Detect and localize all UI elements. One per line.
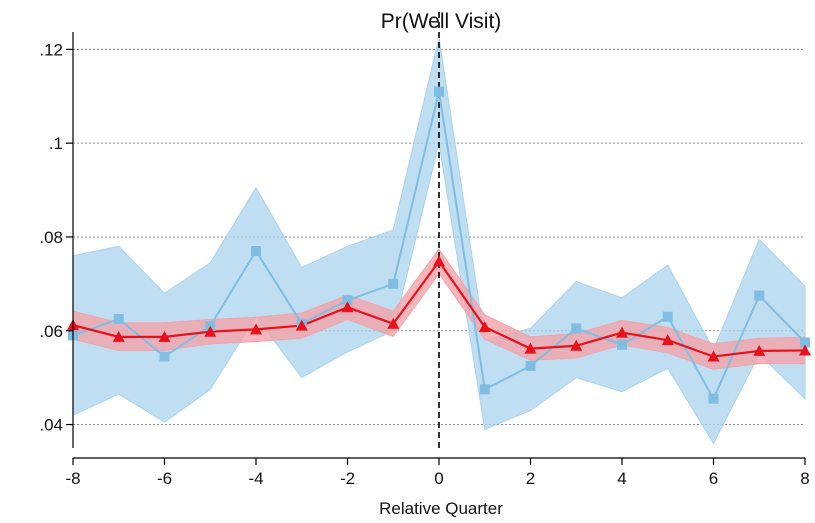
data-point — [342, 295, 353, 306]
data-point — [570, 339, 583, 351]
x-tick-label: 6 — [709, 469, 718, 488]
data-point — [250, 323, 262, 335]
data-point — [753, 344, 766, 356]
axes: .04 .06 .08 .1 .12 -8 -6 -4 -2 0 2 4 6 8 — [39, 32, 810, 488]
data-point — [158, 330, 171, 342]
x-tick-label: 2 — [526, 469, 535, 488]
y-tick-label: .06 — [39, 322, 63, 341]
x-tick-label: 4 — [617, 469, 626, 488]
y-tick-label: .04 — [39, 416, 63, 435]
x-axis-title: Relative Quarter — [379, 499, 503, 518]
data-point — [661, 334, 674, 346]
data-point — [112, 330, 125, 342]
data-point — [616, 326, 628, 338]
x-tick-label: -4 — [248, 469, 263, 488]
data-point — [251, 246, 261, 257]
data-point — [341, 301, 354, 313]
data-point — [388, 278, 399, 289]
data-point — [708, 393, 719, 404]
data-point — [159, 351, 170, 362]
series-markers — [67, 86, 811, 404]
data-point — [478, 321, 491, 333]
y-tick-label: .08 — [39, 228, 63, 247]
confidence-band — [72, 248, 806, 370]
data-point — [524, 342, 537, 354]
y-tick-label: .12 — [39, 40, 63, 59]
data-point — [204, 325, 217, 337]
data-point — [662, 311, 673, 322]
x-tick-label: -2 — [340, 469, 355, 488]
data-point — [433, 255, 445, 267]
x-tick-label: -8 — [65, 469, 80, 488]
data-point — [617, 339, 627, 350]
data-point — [571, 323, 582, 334]
data-point — [434, 86, 444, 97]
y-tick-label: .1 — [49, 134, 63, 153]
data-point — [113, 314, 124, 325]
data-point — [800, 337, 810, 348]
data-point — [707, 350, 720, 362]
x-tick-label: 0 — [434, 469, 443, 488]
data-point — [525, 360, 536, 371]
chart-title: Pr(Well Visit) — [381, 10, 502, 33]
data-point — [799, 344, 811, 356]
data-point — [387, 317, 400, 329]
data-point — [295, 319, 308, 331]
x-tick-label: 8 — [800, 469, 809, 488]
data-point — [479, 384, 490, 395]
data-point — [754, 290, 765, 301]
x-tick-label: -6 — [157, 469, 172, 488]
